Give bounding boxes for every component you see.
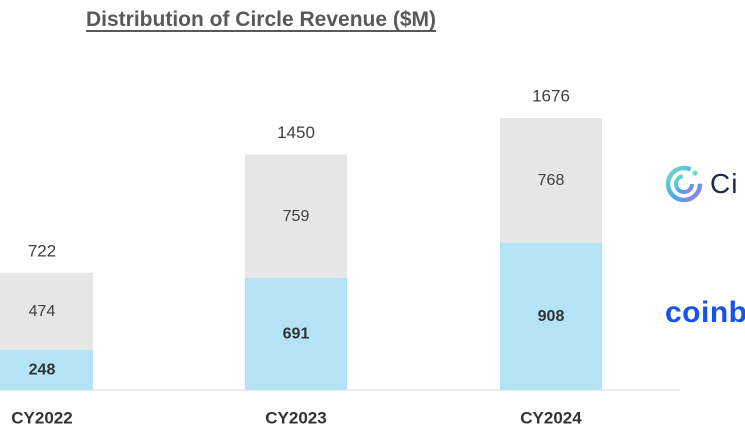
value-label-coinbase-cy2023: 691 bbox=[283, 325, 310, 342]
x-tick-label-cy2024: CY2024 bbox=[520, 409, 582, 428]
bar-coinbase-cy2022 bbox=[0, 349, 93, 390]
total-label-cy2024: 1676 bbox=[532, 87, 570, 106]
bar-coinbase-cy2023 bbox=[245, 277, 347, 390]
bar-circle-cy2023 bbox=[245, 154, 347, 278]
bars-group bbox=[0, 118, 602, 390]
bar-circle-cy2022 bbox=[0, 272, 93, 350]
circle-icon bbox=[665, 165, 703, 203]
total-label-cy2023: 1450 bbox=[277, 123, 315, 142]
x-tick-label-cy2023: CY2023 bbox=[265, 409, 326, 428]
labels-group: 248 474 722 CY2022 691 759 1450 CY2023 908 768 167… bbox=[11, 87, 582, 428]
bar-coinbase-cy2024 bbox=[500, 242, 602, 390]
value-label-circle-cy2022: 474 bbox=[29, 303, 56, 320]
value-label-circle-cy2023: 759 bbox=[283, 208, 310, 225]
value-label-circle-cy2024: 768 bbox=[538, 172, 565, 189]
coinbase-logo: coinb bbox=[665, 296, 745, 329]
circle-logo: Ci bbox=[664, 162, 738, 206]
value-label-coinbase-cy2024: 908 bbox=[538, 308, 565, 325]
circle-wordmark: Ci bbox=[710, 168, 739, 199]
chart-title: Distribution of Circle Revenue ($M) bbox=[86, 8, 437, 31]
bar-circle-cy2024 bbox=[500, 118, 602, 243]
value-label-coinbase-cy2022: 248 bbox=[29, 361, 56, 378]
x-tick-label-cy2022: CY2022 bbox=[11, 409, 72, 428]
total-label-cy2022: 722 bbox=[28, 241, 56, 260]
